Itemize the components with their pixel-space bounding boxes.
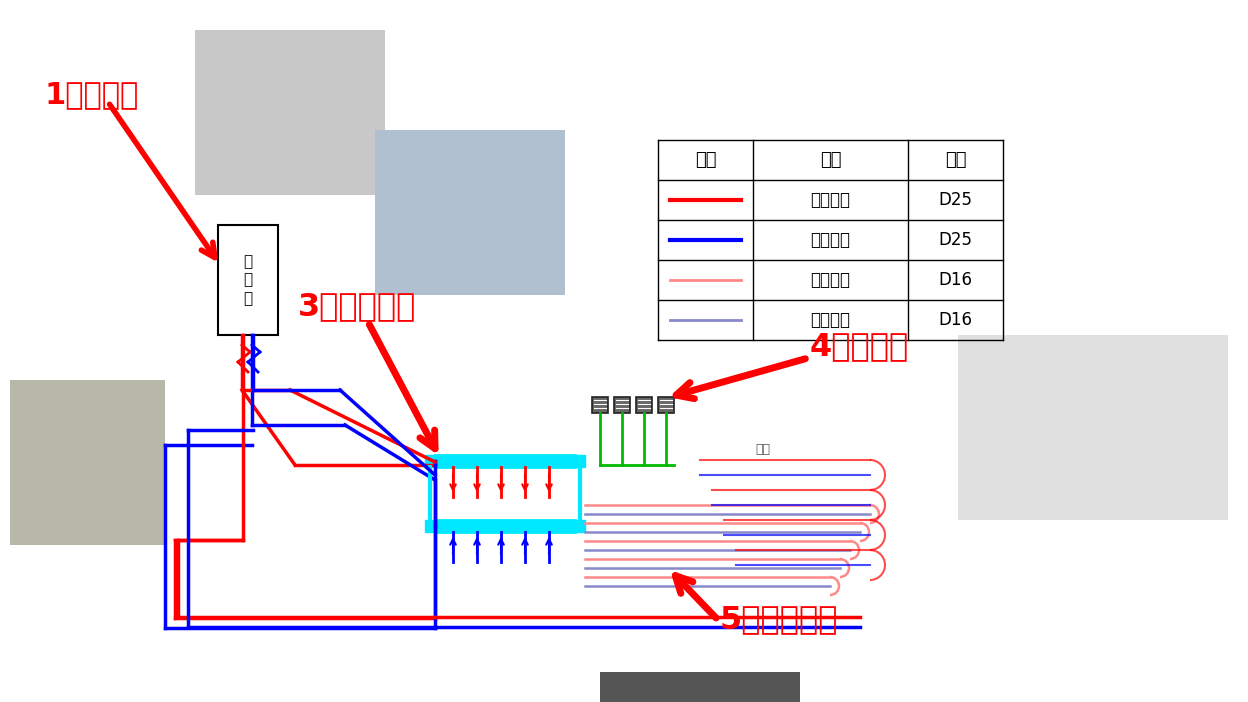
Bar <box>600 672 800 702</box>
Text: 4、温控器: 4、温控器 <box>810 331 910 362</box>
Text: 5、地暖盘管: 5、地暖盘管 <box>720 604 839 635</box>
Bar <box>614 397 630 413</box>
Text: 壁
挂
炉: 壁 挂 炉 <box>243 254 252 306</box>
Text: 供水干管: 供水干管 <box>810 191 850 209</box>
Bar <box>575 455 585 467</box>
Text: 1、壁挂炉: 1、壁挂炉 <box>45 80 140 109</box>
Text: D16: D16 <box>938 311 972 329</box>
Text: 型号: 型号 <box>945 151 966 169</box>
Bar <box>195 30 384 195</box>
Bar <box>636 397 651 413</box>
Bar <box>658 397 674 413</box>
Bar <box>958 335 1228 520</box>
Text: 3、分集水器: 3、分集水器 <box>298 291 417 322</box>
Bar <box>426 455 436 467</box>
Text: D25: D25 <box>938 191 972 209</box>
Text: 名称: 名称 <box>820 151 841 169</box>
Text: 回水干管: 回水干管 <box>810 231 850 249</box>
Text: 图例: 图例 <box>695 151 716 169</box>
Bar <box>10 380 165 545</box>
Bar <box>374 130 565 295</box>
Bar <box>436 520 575 532</box>
Text: D25: D25 <box>938 231 972 249</box>
Bar <box>426 520 436 532</box>
Bar <box>218 225 278 335</box>
Text: 餐厅: 餐厅 <box>755 443 770 456</box>
Bar <box>436 455 575 467</box>
Bar <box>592 397 608 413</box>
Text: 供水盘管: 供水盘管 <box>810 311 850 329</box>
Bar <box>575 520 585 532</box>
Text: 供水盘管: 供水盘管 <box>810 271 850 289</box>
Text: D16: D16 <box>938 271 972 289</box>
